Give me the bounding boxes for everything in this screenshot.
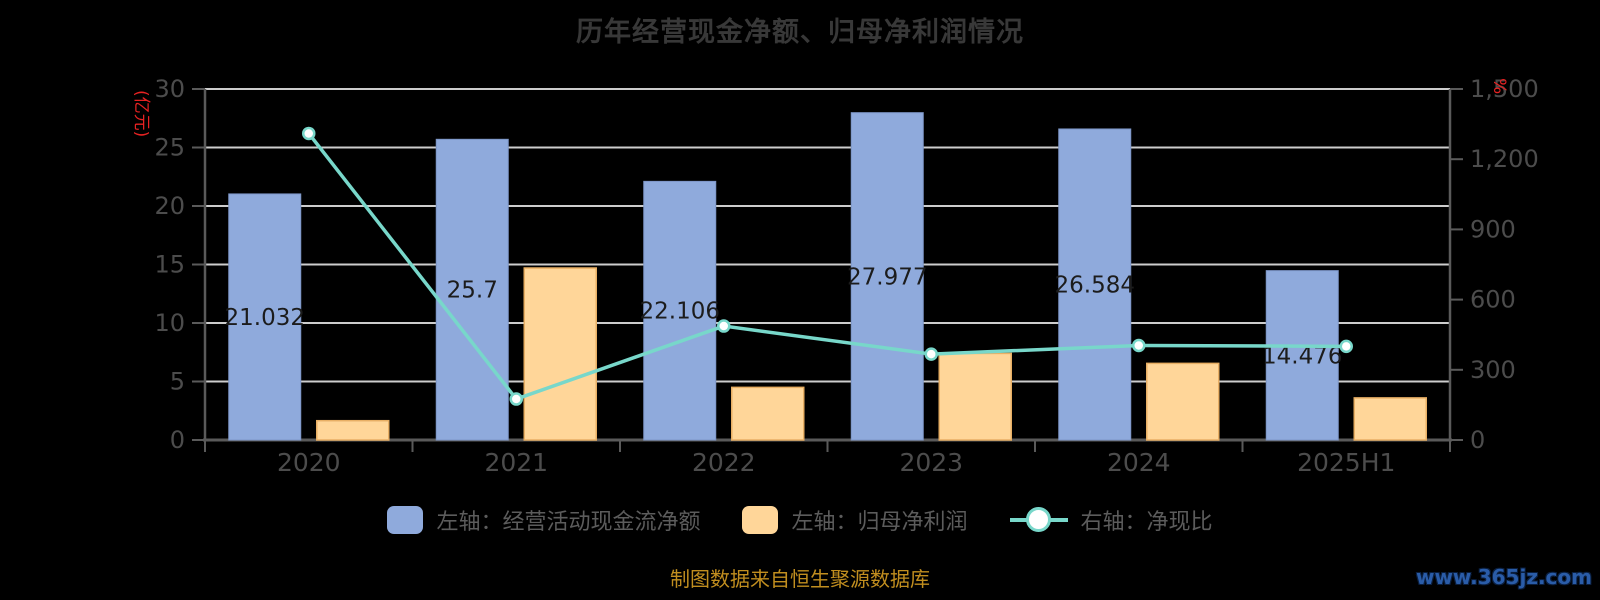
right-axis-tick-label: 600 bbox=[1470, 286, 1516, 314]
net-cash-ratio-line bbox=[307, 132, 1347, 402]
x-axis-category-label: 2025H1 bbox=[1297, 448, 1395, 477]
legend-label: 左轴：归母净利润 bbox=[791, 510, 968, 535]
right-axis-tick-label: 0 bbox=[1470, 426, 1485, 454]
left-axis-tick-label: 5 bbox=[170, 368, 185, 396]
left-axis-name: (亿元) bbox=[131, 90, 151, 137]
bar-value-label: 26.584 bbox=[1055, 272, 1135, 298]
line-point-2023 bbox=[924, 347, 938, 361]
bar-net-profit-2025H1 bbox=[1353, 397, 1427, 441]
x-axis-category-label: 2021 bbox=[484, 448, 548, 477]
bar-operating-cash-2023 bbox=[850, 112, 924, 441]
bar-value-label: 21.032 bbox=[225, 305, 305, 331]
bar-value-label: 25.7 bbox=[447, 278, 498, 304]
bar-net-profit-2022 bbox=[731, 386, 805, 441]
legend: 左轴：经营活动现金流净额 左轴：归母净利润 右轴：净现比 bbox=[0, 504, 1600, 536]
line-point-2025H1 bbox=[1339, 339, 1353, 354]
bar-net-profit-2021 bbox=[523, 267, 597, 441]
line-point-2020 bbox=[302, 126, 316, 141]
watermark-link[interactable]: www.365jz.com bbox=[1415, 565, 1592, 589]
line-point-2021 bbox=[509, 392, 523, 406]
line-point-2022 bbox=[717, 319, 731, 333]
legend-line-marker-icon bbox=[1009, 506, 1068, 534]
chart-title: 历年经营现金净额、归母净利润情况 bbox=[576, 17, 1024, 48]
legend-item-net-cash-ratio[interactable]: 右轴：净现比 bbox=[1009, 504, 1213, 536]
left-axis-tick-label: 30 bbox=[154, 75, 185, 103]
bar-net-profit-2024 bbox=[1146, 362, 1220, 441]
bar-operating-cash-2025H1 bbox=[1265, 270, 1339, 441]
legend-label: 左轴：经营活动现金流净额 bbox=[436, 510, 701, 535]
bar-value-label: 22.106 bbox=[640, 299, 720, 325]
legend-item-operating-cash[interactable]: 左轴：经营活动现金流净额 bbox=[387, 504, 700, 536]
bar-operating-cash-2022 bbox=[643, 180, 717, 441]
x-axis-category-label: 2022 bbox=[692, 448, 756, 477]
x-axis-category-label: 2024 bbox=[1107, 448, 1171, 477]
legend-label: 右轴：净现比 bbox=[1080, 510, 1213, 535]
right-axis-tick-label: 300 bbox=[1470, 356, 1516, 384]
left-axis-tick-label: 25 bbox=[154, 134, 185, 162]
right-axis-tick-label: 1,200 bbox=[1470, 145, 1539, 173]
line-point-2024 bbox=[1132, 338, 1146, 353]
left-axis-tick-label: 10 bbox=[154, 309, 185, 337]
right-axis-tick-label: 1,500 bbox=[1470, 75, 1539, 103]
data-source-note: 制图数据来自恒生聚源数据库 bbox=[670, 567, 930, 591]
legend-swatch-orange-icon bbox=[742, 506, 779, 534]
bar-operating-cash-2021 bbox=[435, 138, 509, 441]
right-axis-tick-label: 900 bbox=[1470, 215, 1516, 243]
legend-item-net-profit[interactable]: 左轴：归母净利润 bbox=[742, 504, 968, 536]
bar-operating-cash-2020 bbox=[228, 193, 302, 441]
bar-net-profit-2023 bbox=[938, 352, 1012, 441]
left-axis-tick-label: 20 bbox=[154, 192, 185, 220]
right-axis-name: % bbox=[1489, 78, 1509, 94]
legend-swatch-blue-icon bbox=[387, 506, 424, 534]
left-axis-tick-label: 15 bbox=[154, 251, 185, 279]
bar-net-profit-2020 bbox=[316, 419, 390, 441]
bar-value-label: 27.977 bbox=[847, 264, 927, 290]
x-axis-category-label: 2020 bbox=[277, 448, 341, 477]
left-axis-tick-label: 0 bbox=[170, 426, 185, 454]
x-axis-category-label: 2023 bbox=[899, 448, 963, 477]
bar-operating-cash-2024 bbox=[1058, 128, 1132, 441]
